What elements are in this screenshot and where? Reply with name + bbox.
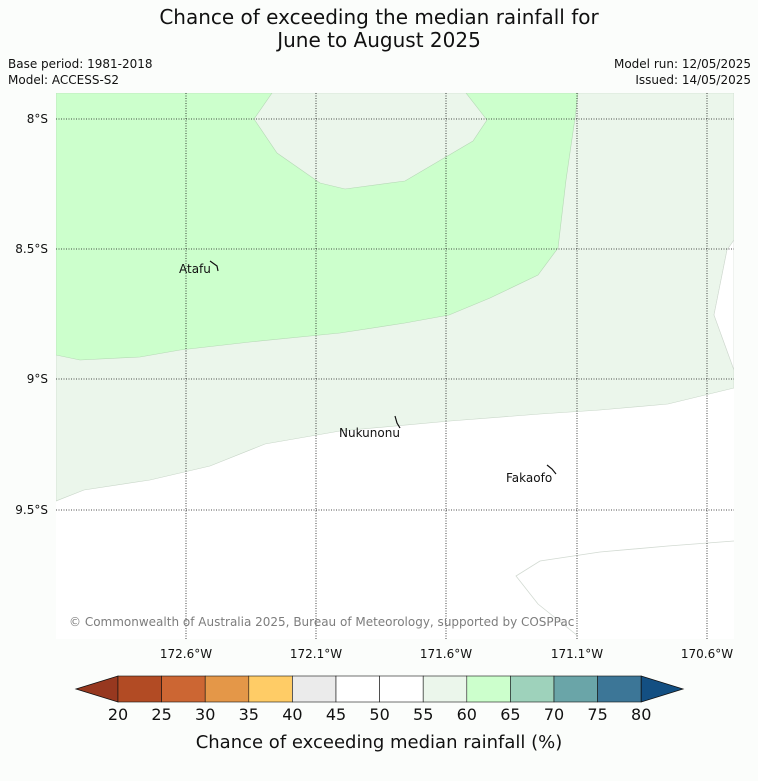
lon-label: 172.1°W [290,647,342,661]
colorbar-swatch [204,675,250,703]
colorbar-tick-label: 50 [369,705,389,724]
longitude-labels: 172.6°W 172.1°W 171.6°W 171.1°W 170.6°W [160,647,733,661]
lat-label: 8.5°S [15,242,48,256]
colorbar-low-extension [74,675,119,703]
map-title-line1: Chance of exceeding the median rainfall … [159,5,599,29]
atoll-atafu: Atafu [179,260,219,276]
colorbar-tick-label: 30 [195,705,215,724]
lat-label: 9.5°S [15,503,48,517]
colorbar-tick-label: 65 [500,705,520,724]
lon-label: 170.6°W [681,647,733,661]
colorbar-tick-label: 40 [282,705,302,724]
model-name: Model: ACCESS-S2 [8,73,120,87]
colorbar-tick-label: 20 [108,705,128,724]
map-title: Chance of exceeding the median rainfall … [0,6,758,52]
atoll-nukunonu: Nukunonu [339,415,401,440]
copyright-notice: © Commonwealth of Australia 2025, Bureau… [69,615,574,629]
colorbar-swatch [161,675,206,703]
colorbar-tick-label: 75 [587,705,607,724]
zone-60-65-west [56,93,579,361]
colorbar-swatch [335,675,380,703]
issued-date: Issued: 14/05/2025 [635,73,751,87]
colorbar-swatch [117,675,162,703]
colorbar-legend: 20 25 30 35 40 45 50 55 60 65 70 75 80 [74,675,685,724]
colorbar-tick-label: 70 [544,705,564,724]
lat-label: 9°S [27,372,48,386]
model-run: Model run: 12/05/2025 [613,57,751,71]
colorbar-swatch [510,675,555,703]
colorbar-swatch [248,675,293,703]
colorbar-tick-label: 45 [326,705,346,724]
base-period: Base period: 1981-2018 [8,57,153,71]
colorbar-tick-label: 80 [631,705,651,724]
place-label-atafu: Atafu [179,262,211,276]
colorbar-swatch [422,675,468,703]
colorbar-swatch [466,675,511,703]
zone-boundary-south [515,540,734,637]
colorbar-swatch [379,675,424,703]
place-label-fakaofo: Fakaofo [506,471,552,485]
meta-right: Model run: 12/05/2025 Issued: 14/05/2025 [614,56,751,88]
lat-label: 8°S [27,112,48,126]
zone-50-55-east [713,239,734,371]
legend-title: Chance of exceeding median rainfall (%) [196,732,563,753]
lon-label: 171.1°W [551,647,603,661]
fakaofo-coastline [546,464,557,475]
colorbar-tick-label: 60 [457,705,477,724]
map-panel [56,93,734,639]
colorbar-high-extension [640,675,685,703]
colorbar-tick-label: 25 [151,705,171,724]
colorbar-tick-label: 55 [413,705,433,724]
atafu-coastline [209,260,219,272]
meta-left: Base period: 1981-2018 Model: ACCESS-S2 [8,56,153,88]
nukunonu-coastline [394,415,401,429]
lon-label: 172.6°W [160,647,212,661]
colorbar-swatch [292,675,337,703]
colorbar-tick-label: 35 [239,705,259,724]
graticule [56,93,734,639]
colorbar-swatch [597,675,642,703]
place-label-nukunonu: Nukunonu [339,426,400,440]
colorbar-swatch [553,675,598,703]
latitude-labels: 8°S 8.5°S 9°S 9.5°S [15,112,48,517]
map-title-line2: June to August 2025 [277,28,481,52]
lon-label: 171.6°W [420,647,472,661]
atoll-fakaofo: Fakaofo [506,464,557,485]
